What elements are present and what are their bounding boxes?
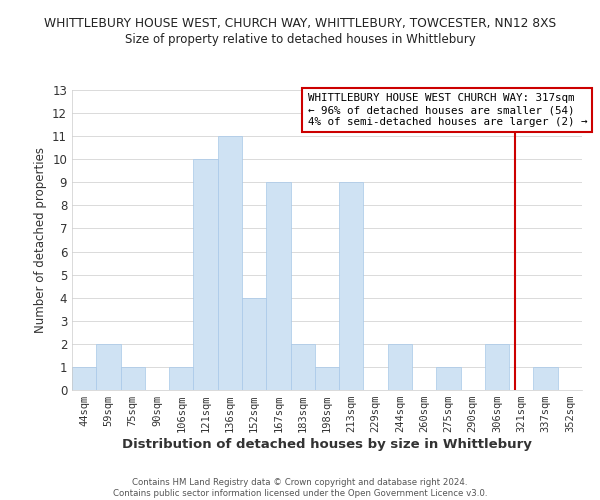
Bar	[533, 367, 558, 390]
Text: WHITTLEBURY HOUSE WEST CHURCH WAY: 317sqm
← 96% of detached houses are smaller (: WHITTLEBURY HOUSE WEST CHURCH WAY: 317sq…	[308, 94, 587, 126]
Bar	[388, 344, 412, 390]
Bar	[96, 344, 121, 390]
Bar	[290, 344, 315, 390]
Text: Size of property relative to detached houses in Whittlebury: Size of property relative to detached ho…	[125, 32, 475, 46]
Bar	[218, 136, 242, 390]
Bar	[485, 344, 509, 390]
X-axis label: Distribution of detached houses by size in Whittlebury: Distribution of detached houses by size …	[122, 438, 532, 451]
Bar	[436, 367, 461, 390]
Bar	[121, 367, 145, 390]
Bar	[193, 159, 218, 390]
Bar	[72, 367, 96, 390]
Bar	[169, 367, 193, 390]
Text: Contains HM Land Registry data © Crown copyright and database right 2024.
Contai: Contains HM Land Registry data © Crown c…	[113, 478, 487, 498]
Bar	[339, 182, 364, 390]
Bar	[242, 298, 266, 390]
Bar	[315, 367, 339, 390]
Y-axis label: Number of detached properties: Number of detached properties	[34, 147, 47, 333]
Bar	[266, 182, 290, 390]
Text: WHITTLEBURY HOUSE WEST, CHURCH WAY, WHITTLEBURY, TOWCESTER, NN12 8XS: WHITTLEBURY HOUSE WEST, CHURCH WAY, WHIT…	[44, 18, 556, 30]
